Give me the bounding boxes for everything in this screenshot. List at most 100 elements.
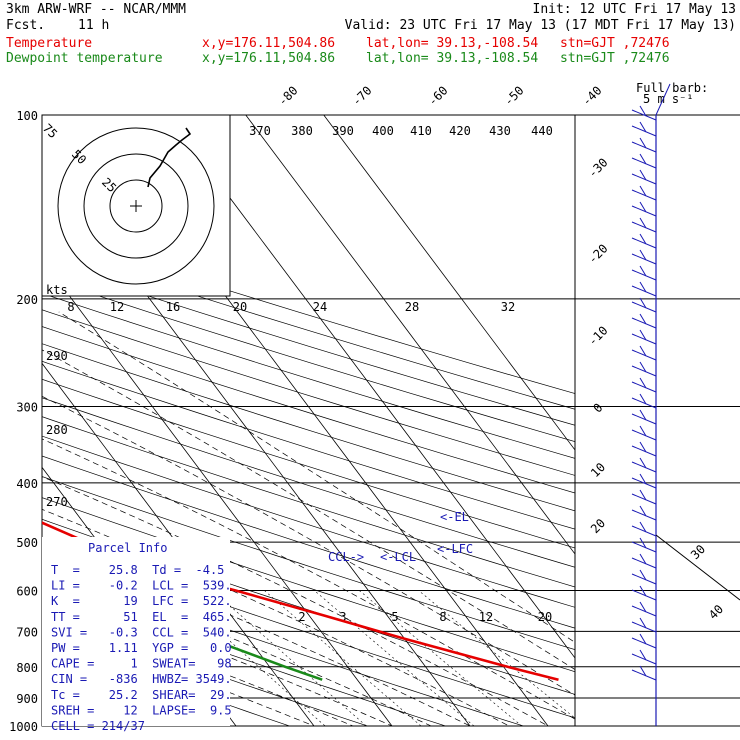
full-barb-label: Full barb: [636,81,708,95]
wind-barb-feather [639,409,647,421]
wind-barb-feather [639,425,647,437]
wind-barb-feather [639,329,647,341]
init-time: Init: 12 UTC Fri 17 May 13 [532,2,737,17]
dew-stn: stn=GJT ,72476 [560,51,670,66]
isotherm-line [42,258,393,726]
wind-barb [631,205,657,217]
theta-label: 400 [372,124,394,138]
wind-barb [631,173,657,185]
wind-barb [631,381,657,393]
wind-barb-feather [639,297,647,309]
wind-barb-feather [639,217,647,229]
wind-barb-feather [639,185,647,197]
wind-barb [631,621,657,633]
temperature-profile [42,521,559,681]
wind-barb [631,445,657,457]
wind-barb-feather [639,505,647,517]
wind-barb-feather [639,345,647,357]
wind-barb-feather [639,201,647,213]
wind-barb [631,237,657,249]
fcst-value: 11 h [78,18,110,33]
moist-adiabat [42,349,575,671]
mixing-ratio-line [314,590,475,726]
wind-barb-feather [639,601,647,613]
theta-label: 440 [531,124,553,138]
isotherm-line [0,87,12,739]
isotherm-label: -50 [501,83,526,108]
wind-barb [631,509,657,521]
isotherm-label: -80 [275,83,300,108]
wind-barb-feather [639,153,647,165]
isotherm-line [42,362,315,726]
wind-barb [631,253,657,265]
isotherm-label: -10 [585,323,610,348]
dew-latlon: lat,lon= 39.13,-108.54 [366,51,539,66]
wind-barb-feather [639,393,647,405]
pressure-tick-label: 200 [16,293,38,307]
parcel-info-row: CAPE = 1 SWEAT= 98 [51,657,232,671]
wind-barb [631,413,657,425]
wind-barb [631,365,657,377]
mixing-ratio-label: 12 [479,610,493,624]
inset-temp-label: 8 [67,300,74,314]
wind-barb [631,541,657,553]
pressure-tick-label: 800 [16,661,38,675]
dry-adiabat [42,230,575,394]
pressure-tick-label: 900 [16,692,38,706]
full-barb-unit: 5 m s⁻¹ [643,92,694,106]
wind-barb [631,557,657,569]
isotherm-line [245,115,575,555]
wind-barb [631,669,657,681]
pressure-tick-label: 700 [16,625,38,639]
inset-temp-label: 12 [110,300,124,314]
hodograph-ring [83,153,189,259]
dry-adiabat [42,588,447,726]
temp-stn: stn=GJT ,72476 [560,36,670,51]
wind-barb [631,605,657,617]
wind-barb [631,221,657,233]
theta-label: 410 [410,124,432,138]
parcel-box [42,537,230,726]
moist-adiabat [42,438,575,720]
wind-barb [631,653,657,665]
inset-temp-label: 28 [405,300,419,314]
parcel-info-row: K = 19 LFC = 522. [51,594,232,608]
wind-barb-feather [639,617,647,629]
el-marker: <-EL [440,510,469,524]
mixing-ratio-line [418,590,575,719]
wind-barb-feather [639,169,647,181]
wind-barb [631,285,657,297]
dry-adiabat [42,245,575,410]
theta-label: 420 [449,124,471,138]
diagram-edge [655,534,740,601]
dry-adiabat [42,612,369,726]
wind-barb [631,637,657,649]
pressure-tick-label: 400 [16,477,38,491]
wind-barb-feather [639,633,647,645]
theta-label: 370 [249,124,271,138]
dry-adiabat [42,343,575,512]
dry-adiabat [42,435,575,608]
isotherm-label: 10 [588,460,608,480]
hodograph-ring [109,179,163,233]
inset-temp-label: 20 [233,300,247,314]
parcel-info-row: LI = -0.2 LCL = 539. [51,579,232,593]
parcel-info-row: T = 25.8 Td = -4.5 [51,563,224,577]
wind-barb [631,189,657,201]
pressure-tick-label: 500 [16,536,38,550]
parcel-info-row: TT = 51 EL = 465. [51,610,232,624]
temp-xy: x,y=176.11,504.86 [202,36,336,51]
dry-adiabat [42,476,575,651]
inset-temp-label: 24 [313,300,327,314]
theta-label-left: 280 [46,423,68,437]
wind-barb [631,317,657,329]
wind-barb-feather [639,649,647,661]
wind-barb-feather [639,265,647,277]
wind-barb [631,157,657,169]
mixing-ratio-label: 3 [339,610,346,624]
dry-adiabat [42,309,575,476]
model-title: 3km ARW-WRF -- NCAR/MMM [6,2,187,17]
isotherm-label: 0 [590,400,605,415]
wind-barb-feather [639,377,647,389]
mixing-ratio-label: 2 [298,610,305,624]
